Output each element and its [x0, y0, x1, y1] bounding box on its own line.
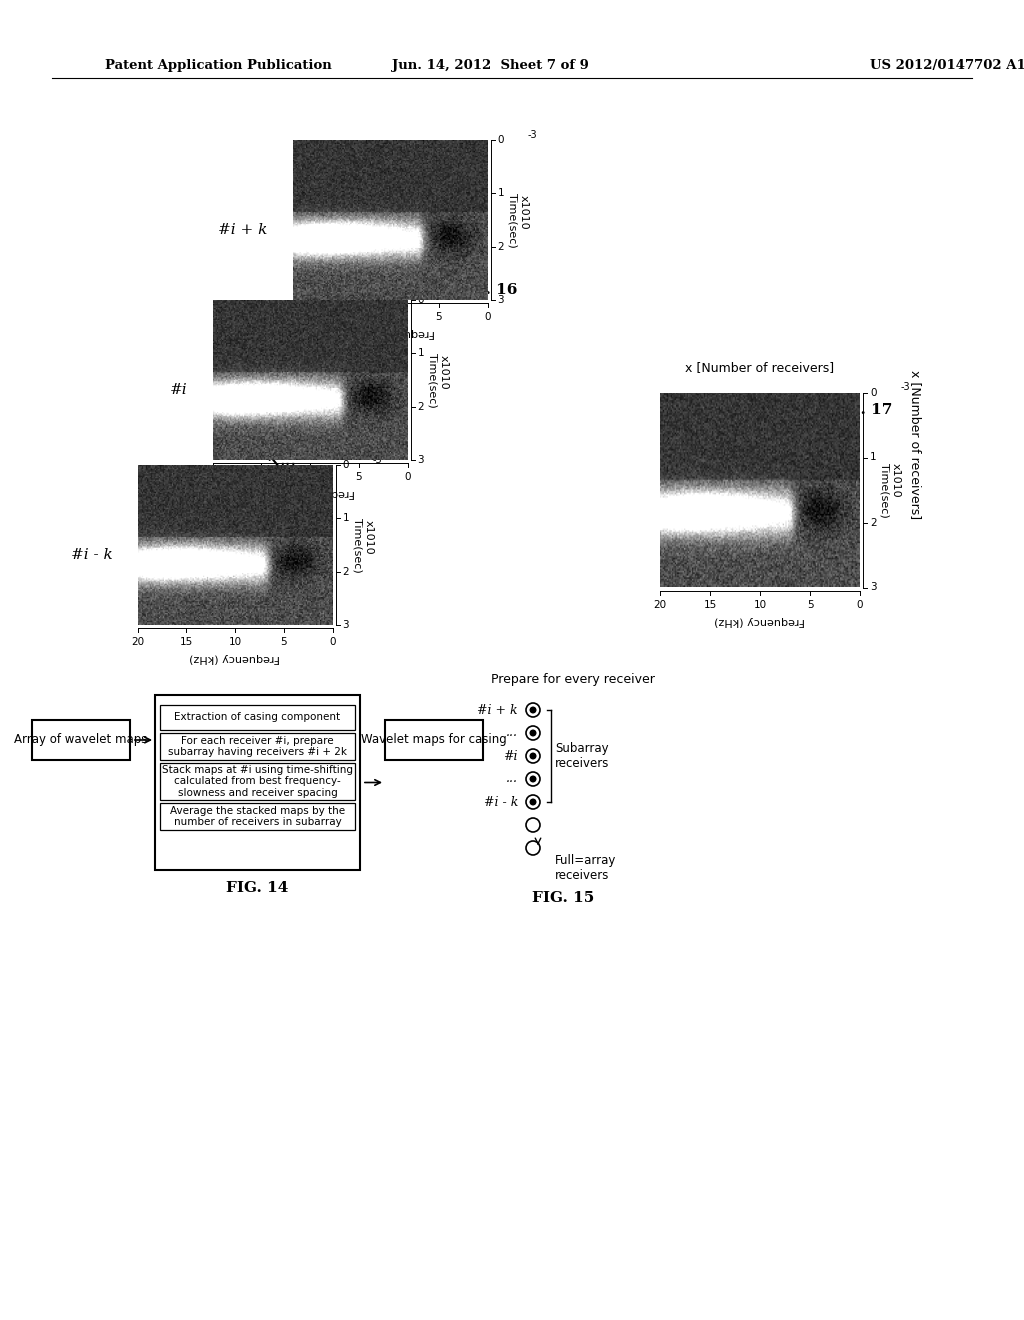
Text: #i - k: #i - k: [483, 796, 518, 808]
Circle shape: [529, 730, 537, 737]
Text: -3: -3: [900, 383, 909, 392]
FancyBboxPatch shape: [385, 719, 483, 760]
Text: 20: 20: [131, 638, 144, 647]
Text: x1010: x1010: [891, 463, 901, 498]
Text: 1: 1: [870, 453, 877, 462]
Text: Extraction of casing component: Extraction of casing component: [174, 713, 341, 722]
Text: #i: #i: [504, 750, 518, 763]
Text: 0: 0: [857, 599, 863, 610]
Text: US 2012/0147702 A1: US 2012/0147702 A1: [870, 58, 1024, 71]
Text: 3: 3: [498, 294, 504, 305]
Text: Frequency (kHz): Frequency (kHz): [189, 653, 281, 663]
FancyBboxPatch shape: [155, 696, 360, 870]
FancyBboxPatch shape: [32, 719, 130, 760]
Text: -3: -3: [373, 455, 382, 465]
Text: 10: 10: [383, 312, 396, 322]
Text: Subarray
receivers: Subarray receivers: [555, 742, 609, 770]
Text: 1: 1: [342, 513, 349, 523]
Text: 10: 10: [228, 638, 242, 647]
Text: Average the stacked maps by the
number of receivers in subarray: Average the stacked maps by the number o…: [170, 805, 345, 828]
Circle shape: [529, 752, 537, 759]
Text: FIG. 17: FIG. 17: [830, 403, 892, 417]
Text: ...: ...: [506, 772, 518, 785]
Text: FIG. 15: FIG. 15: [531, 891, 594, 906]
Text: For each receiver #i, prepare
subarray having receivers #i + 2k: For each receiver #i, prepare subarray h…: [168, 735, 347, 758]
Text: ...: ...: [356, 289, 374, 306]
Text: x1010: x1010: [518, 194, 528, 230]
Text: 0: 0: [418, 294, 424, 305]
Text: Time(sec): Time(sec): [352, 517, 362, 573]
Text: 0: 0: [498, 135, 504, 145]
Text: 2: 2: [418, 401, 424, 412]
Text: 15: 15: [179, 638, 193, 647]
Text: ...: ...: [279, 451, 296, 469]
Text: #i + k: #i + k: [477, 704, 518, 717]
Text: 10: 10: [303, 473, 316, 482]
Text: 15: 15: [255, 473, 268, 482]
Text: FIG. 14: FIG. 14: [226, 880, 289, 895]
Text: 20: 20: [206, 473, 219, 482]
Text: x [Number of receivers]: x [Number of receivers]: [908, 370, 922, 519]
Text: 1: 1: [418, 348, 424, 358]
Text: FIG. 16: FIG. 16: [455, 282, 517, 297]
FancyBboxPatch shape: [160, 803, 355, 830]
Text: Time(sec): Time(sec): [427, 352, 437, 408]
Circle shape: [529, 776, 537, 783]
Text: 15: 15: [703, 599, 717, 610]
Text: 0: 0: [484, 312, 490, 322]
Text: Jun. 14, 2012  Sheet 7 of 9: Jun. 14, 2012 Sheet 7 of 9: [391, 58, 589, 71]
Text: x1010: x1010: [364, 520, 374, 554]
Text: Frequency (kHz): Frequency (kHz): [264, 488, 355, 498]
Text: 0: 0: [404, 473, 411, 482]
Text: ...: ...: [506, 726, 518, 739]
Text: 15: 15: [335, 312, 348, 322]
Text: Stack maps at #i using time-shifting
calculated from best frequency-
slowness an: Stack maps at #i using time-shifting cal…: [162, 764, 353, 799]
Text: 5: 5: [355, 473, 362, 482]
Text: 5: 5: [807, 599, 813, 610]
Text: 0: 0: [342, 459, 349, 470]
Text: Frequency (kHz): Frequency (kHz): [715, 615, 806, 626]
Text: x [Number of receivers]: x [Number of receivers]: [666, 454, 814, 466]
Text: 1: 1: [498, 189, 504, 198]
Text: 3: 3: [870, 582, 877, 593]
Text: 10: 10: [754, 599, 767, 610]
Text: -3: -3: [527, 129, 538, 140]
Text: 3: 3: [418, 455, 424, 465]
Text: Array of wavelet maps: Array of wavelet maps: [14, 734, 147, 747]
Text: 2: 2: [498, 242, 504, 252]
Text: Full=array
receivers: Full=array receivers: [555, 854, 616, 882]
Text: 2: 2: [342, 566, 349, 577]
Text: 5: 5: [281, 638, 287, 647]
Text: Patent Application Publication: Patent Application Publication: [105, 58, 332, 71]
Text: Prepare for every receiver: Prepare for every receiver: [492, 673, 655, 686]
FancyBboxPatch shape: [160, 733, 355, 760]
Text: 5: 5: [435, 312, 442, 322]
FancyBboxPatch shape: [160, 705, 355, 730]
Text: 0: 0: [870, 388, 877, 397]
Text: 0: 0: [330, 638, 336, 647]
FancyBboxPatch shape: [160, 763, 355, 800]
Text: 20: 20: [653, 599, 667, 610]
Text: 2: 2: [870, 517, 877, 528]
Text: x1010: x1010: [438, 355, 449, 389]
Circle shape: [529, 799, 537, 805]
Text: Wavelet maps for casing: Wavelet maps for casing: [361, 734, 507, 747]
Text: 3: 3: [342, 620, 349, 630]
Circle shape: [529, 706, 537, 714]
Text: #i: #i: [170, 383, 187, 397]
Text: Frequency (kHz): Frequency (kHz): [344, 327, 435, 338]
Text: #i + k: #i + k: [218, 223, 267, 238]
Text: x [Number of receivers]: x [Number of receivers]: [685, 360, 835, 374]
Text: 20: 20: [286, 312, 299, 322]
Text: Time(sec): Time(sec): [508, 193, 517, 247]
Text: Time(sec): Time(sec): [880, 462, 890, 517]
Text: -3: -3: [447, 290, 458, 300]
Text: #i - k: #i - k: [71, 548, 113, 562]
